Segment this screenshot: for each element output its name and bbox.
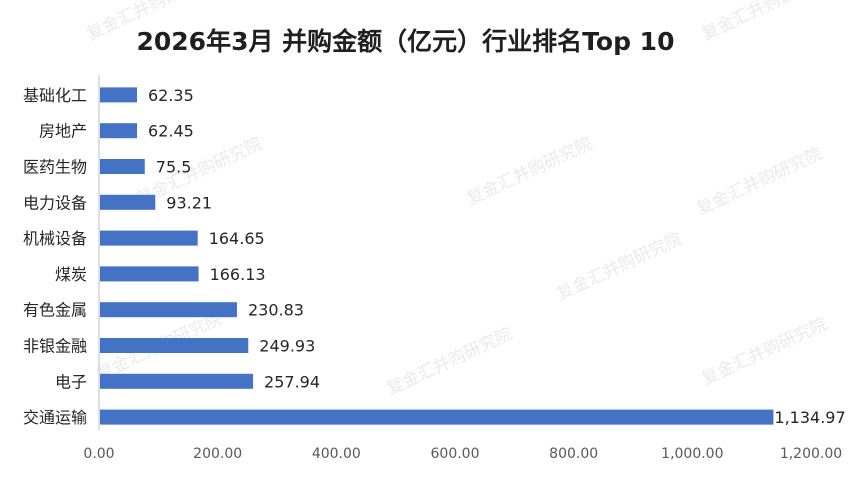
data-label: 166.13 xyxy=(210,265,266,284)
data-label: 257.94 xyxy=(264,372,320,391)
data-label: 1,134.97 xyxy=(774,408,845,427)
watermark-text: 复金汇并购研究院 xyxy=(464,134,596,210)
category-label: 电子 xyxy=(55,372,87,391)
bar xyxy=(100,159,145,174)
bar xyxy=(100,123,138,139)
category-label: 基础化工 xyxy=(23,86,87,105)
bar xyxy=(100,266,199,282)
watermark-text: 复金汇并购研究院 xyxy=(699,314,831,390)
x-tick-label: 600.00 xyxy=(431,446,480,462)
x-tick-label: 0.00 xyxy=(83,446,114,462)
data-label: 62.35 xyxy=(148,86,194,105)
chart-title: 2026年3月 并购金额（亿元）行业排名Top 10 xyxy=(136,27,675,56)
data-label: 62.45 xyxy=(148,122,194,141)
x-tick-label: 1,200.00 xyxy=(780,446,842,462)
data-label: 93.21 xyxy=(166,193,212,212)
x-tick-label: 200.00 xyxy=(193,446,242,462)
category-label: 交通运输 xyxy=(23,408,87,427)
plot-area: 基础化工 62.35 房地产 62.45 医药生物 75.5 电力设备 93.21 机械设备 16… xyxy=(23,75,846,462)
category-label: 非银金融 xyxy=(23,337,87,356)
data-label: 230.83 xyxy=(248,301,304,320)
bar xyxy=(100,338,249,353)
data-label: 75.5 xyxy=(156,158,192,177)
data-label: 164.65 xyxy=(209,229,265,248)
category-label: 房地产 xyxy=(39,122,87,141)
watermark-text: 复金汇并购研究院 xyxy=(554,229,686,305)
bar xyxy=(100,409,774,425)
category-label: 电力设备 xyxy=(23,193,87,212)
x-tick-label: 400.00 xyxy=(312,446,361,462)
category-label: 煤炭 xyxy=(55,265,87,284)
bar xyxy=(100,194,156,210)
watermark-text: 复金汇并购研究院 xyxy=(84,0,216,45)
category-label: 医药生物 xyxy=(23,158,87,177)
x-tick-label: 800.00 xyxy=(549,446,598,462)
x-tick-label: 1,000.00 xyxy=(661,446,723,462)
watermark-text: 复金汇并购研究院 xyxy=(699,0,831,45)
bar xyxy=(100,230,198,246)
bar xyxy=(100,373,254,389)
bar xyxy=(100,87,137,103)
data-label: 249.93 xyxy=(259,337,315,356)
watermark-text: 复金汇并购研究院 xyxy=(384,324,516,400)
category-label: 有色金属 xyxy=(23,301,87,320)
bar xyxy=(100,302,237,318)
watermark-text: 复金汇并购研究院 xyxy=(694,144,826,220)
category-label: 机械设备 xyxy=(23,229,87,248)
